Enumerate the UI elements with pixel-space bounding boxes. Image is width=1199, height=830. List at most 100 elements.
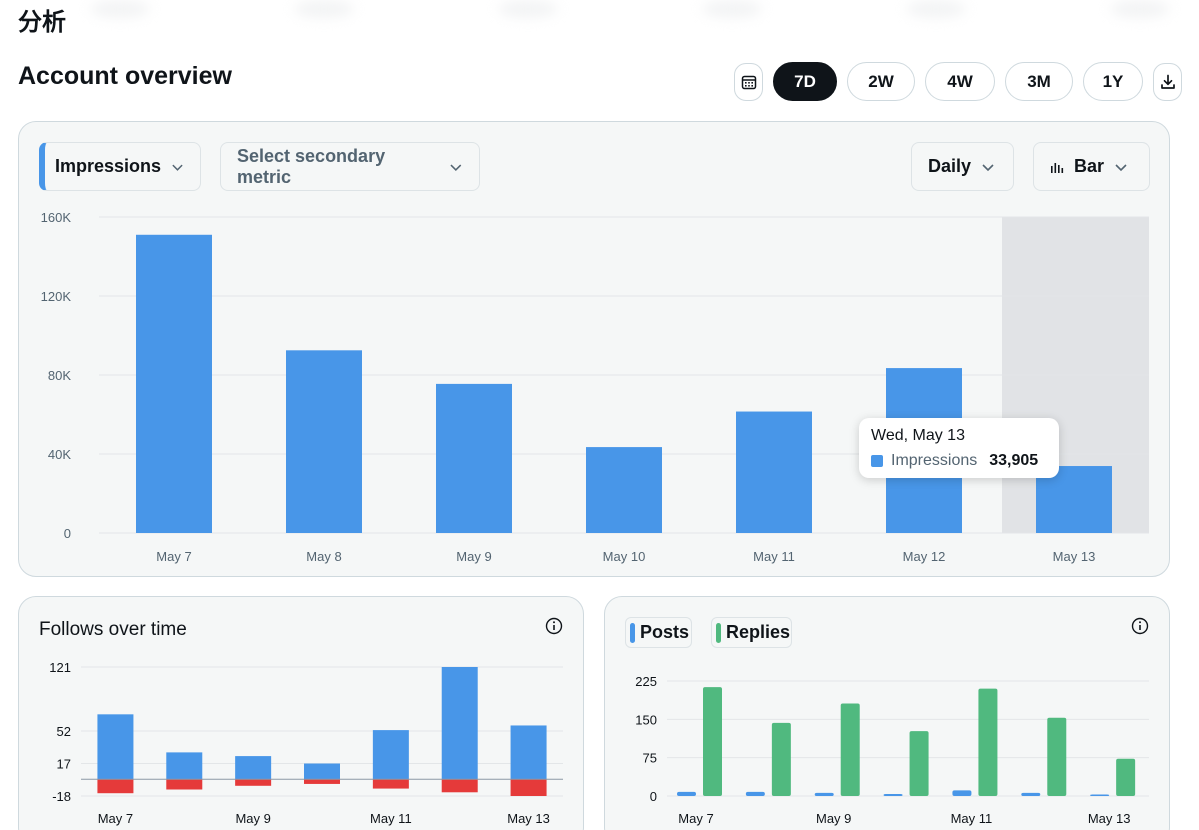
chevron-down-icon (450, 163, 462, 171)
chart-type-label: Bar (1074, 156, 1105, 176)
primary-metric-dropdown[interactable]: Impressions (39, 142, 201, 191)
calendar-icon (741, 75, 756, 89)
posts-bar (677, 791, 696, 796)
calendar-button[interactable] (734, 62, 763, 101)
secondary-metric-label: Select secondary metric (237, 145, 386, 187)
x-tick-label: May 11 (370, 811, 412, 826)
tooltip-label: Impressions (891, 452, 978, 469)
range-1y-button[interactable]: 1Y (1083, 62, 1143, 101)
download-icon (1160, 74, 1175, 89)
posts-bar (1021, 792, 1041, 796)
date-range-selector: 7D 2W 4W 3M 1Y (734, 62, 1182, 101)
follows-title: Follows over time (39, 619, 187, 640)
x-tick-label: May 13 (1053, 549, 1096, 564)
replies-bar (840, 703, 860, 796)
x-tick-label: May 7 (156, 549, 191, 564)
main-chart-card: Impressions Select secondary metric Dail… (18, 121, 1170, 577)
y-tick-label: 0 (64, 526, 71, 541)
range-2w-button[interactable]: 2W (847, 62, 915, 101)
account-overview-title: Account overview (18, 62, 232, 90)
range-3m-button[interactable]: 3M (1005, 62, 1073, 101)
bar (286, 350, 362, 533)
follows-bar (304, 763, 340, 780)
chart-tooltip: Wed, May 13 Impressions 33,905 (859, 418, 1059, 478)
posts-bar (1090, 794, 1110, 796)
bar (436, 383, 512, 533)
y-tick-label: 120K (41, 289, 72, 304)
primary-metric-label: Impressions (55, 156, 162, 176)
posts-bar (883, 793, 903, 796)
posts-replies-chart[interactable]: 225 150 75 0 May 7 May 9 May 11 May 13 (605, 597, 1171, 830)
follows-bar (372, 730, 409, 780)
follows-bar (510, 725, 547, 780)
x-tick-label: May 12 (903, 549, 946, 564)
y-tick-label: 75 (643, 751, 657, 766)
unfollows-bar (441, 779, 478, 793)
y-tick-label: -18 (52, 789, 71, 804)
download-button[interactable] (1153, 62, 1182, 101)
legend-replies[interactable]: Replies (711, 617, 792, 648)
x-tick-label: May 13 (507, 811, 550, 826)
page-heading: 分析 (18, 8, 66, 36)
unfollows-bar (372, 779, 409, 789)
posts-replies-card: Posts Replies 225 150 75 0 May 7 May 9 May 11 M… (604, 596, 1170, 830)
chevron-down-icon (1115, 163, 1127, 171)
x-tick-label: May 11 (753, 549, 795, 564)
chevron-down-icon (982, 163, 994, 171)
replies-bar (978, 688, 998, 796)
secondary-metric-dropdown[interactable]: Select secondary metric (220, 142, 480, 191)
info-icon[interactable] (1131, 617, 1149, 635)
interval-label: Daily (928, 156, 972, 176)
replies-bar (1047, 717, 1067, 796)
unfollows-bar (166, 779, 203, 790)
follows-bar (235, 756, 272, 780)
replies-bar (703, 687, 722, 796)
unfollows-bar (235, 779, 272, 786)
tooltip-swatch (871, 455, 883, 467)
impressions-chart[interactable]: 160K 120K 80K 40K 0 May 7 May 8 May 9 May 10 May … (19, 122, 1171, 578)
top-nav-blurred (70, 0, 1190, 40)
tooltip-value: 33,905 (989, 452, 1039, 469)
x-tick-label: May 13 (1088, 811, 1131, 826)
x-tick-label: May 11 (951, 811, 993, 826)
tooltip-date: Wed, May 13 (871, 427, 965, 444)
posts-bar (952, 790, 972, 796)
x-tick-label: May 10 (603, 549, 646, 564)
y-tick-label: 80K (48, 368, 71, 383)
follows-bar (166, 752, 203, 780)
y-tick-label: 17 (57, 757, 71, 772)
range-4w-button[interactable]: 4W (925, 62, 995, 101)
x-tick-label: May 8 (306, 549, 341, 564)
bar (586, 447, 662, 533)
interval-dropdown[interactable]: Daily (911, 142, 1014, 191)
follows-bar (97, 714, 134, 780)
replies-bar (1116, 758, 1136, 796)
range-7d-button[interactable]: 7D (773, 62, 837, 101)
y-tick-label: 0 (650, 789, 657, 804)
posts-bar (814, 792, 834, 796)
unfollows-bar (304, 779, 340, 784)
y-tick-label: 160K (41, 210, 72, 225)
chart-type-dropdown[interactable]: Bar (1033, 142, 1150, 191)
bar (136, 234, 212, 533)
info-icon[interactable] (545, 617, 563, 635)
follows-chart[interactable]: 121 52 17 -18 May 7 May 9 May 11 May 13 (19, 597, 585, 830)
follows-bar (441, 667, 478, 780)
y-tick-label: 225 (635, 674, 657, 689)
bar-chart-icon (1051, 162, 1064, 173)
replies-bar (909, 731, 929, 796)
x-tick-label: May 7 (98, 811, 133, 826)
x-tick-label: May 9 (456, 549, 491, 564)
y-tick-label: 52 (57, 724, 71, 739)
y-tick-label: 150 (635, 712, 657, 727)
replies-bar (771, 722, 791, 796)
x-tick-label: May 9 (816, 811, 851, 826)
unfollows-bar (510, 779, 547, 796)
follows-card: Follows over time 121 52 17 -18 May 7 May 9 Ma… (18, 596, 584, 830)
unfollows-bar (97, 779, 134, 794)
y-tick-label: 121 (49, 660, 71, 675)
chevron-down-icon (172, 164, 183, 171)
posts-bar (745, 791, 765, 796)
y-tick-label: 40K (48, 447, 71, 462)
legend-posts[interactable]: Posts (625, 617, 692, 648)
